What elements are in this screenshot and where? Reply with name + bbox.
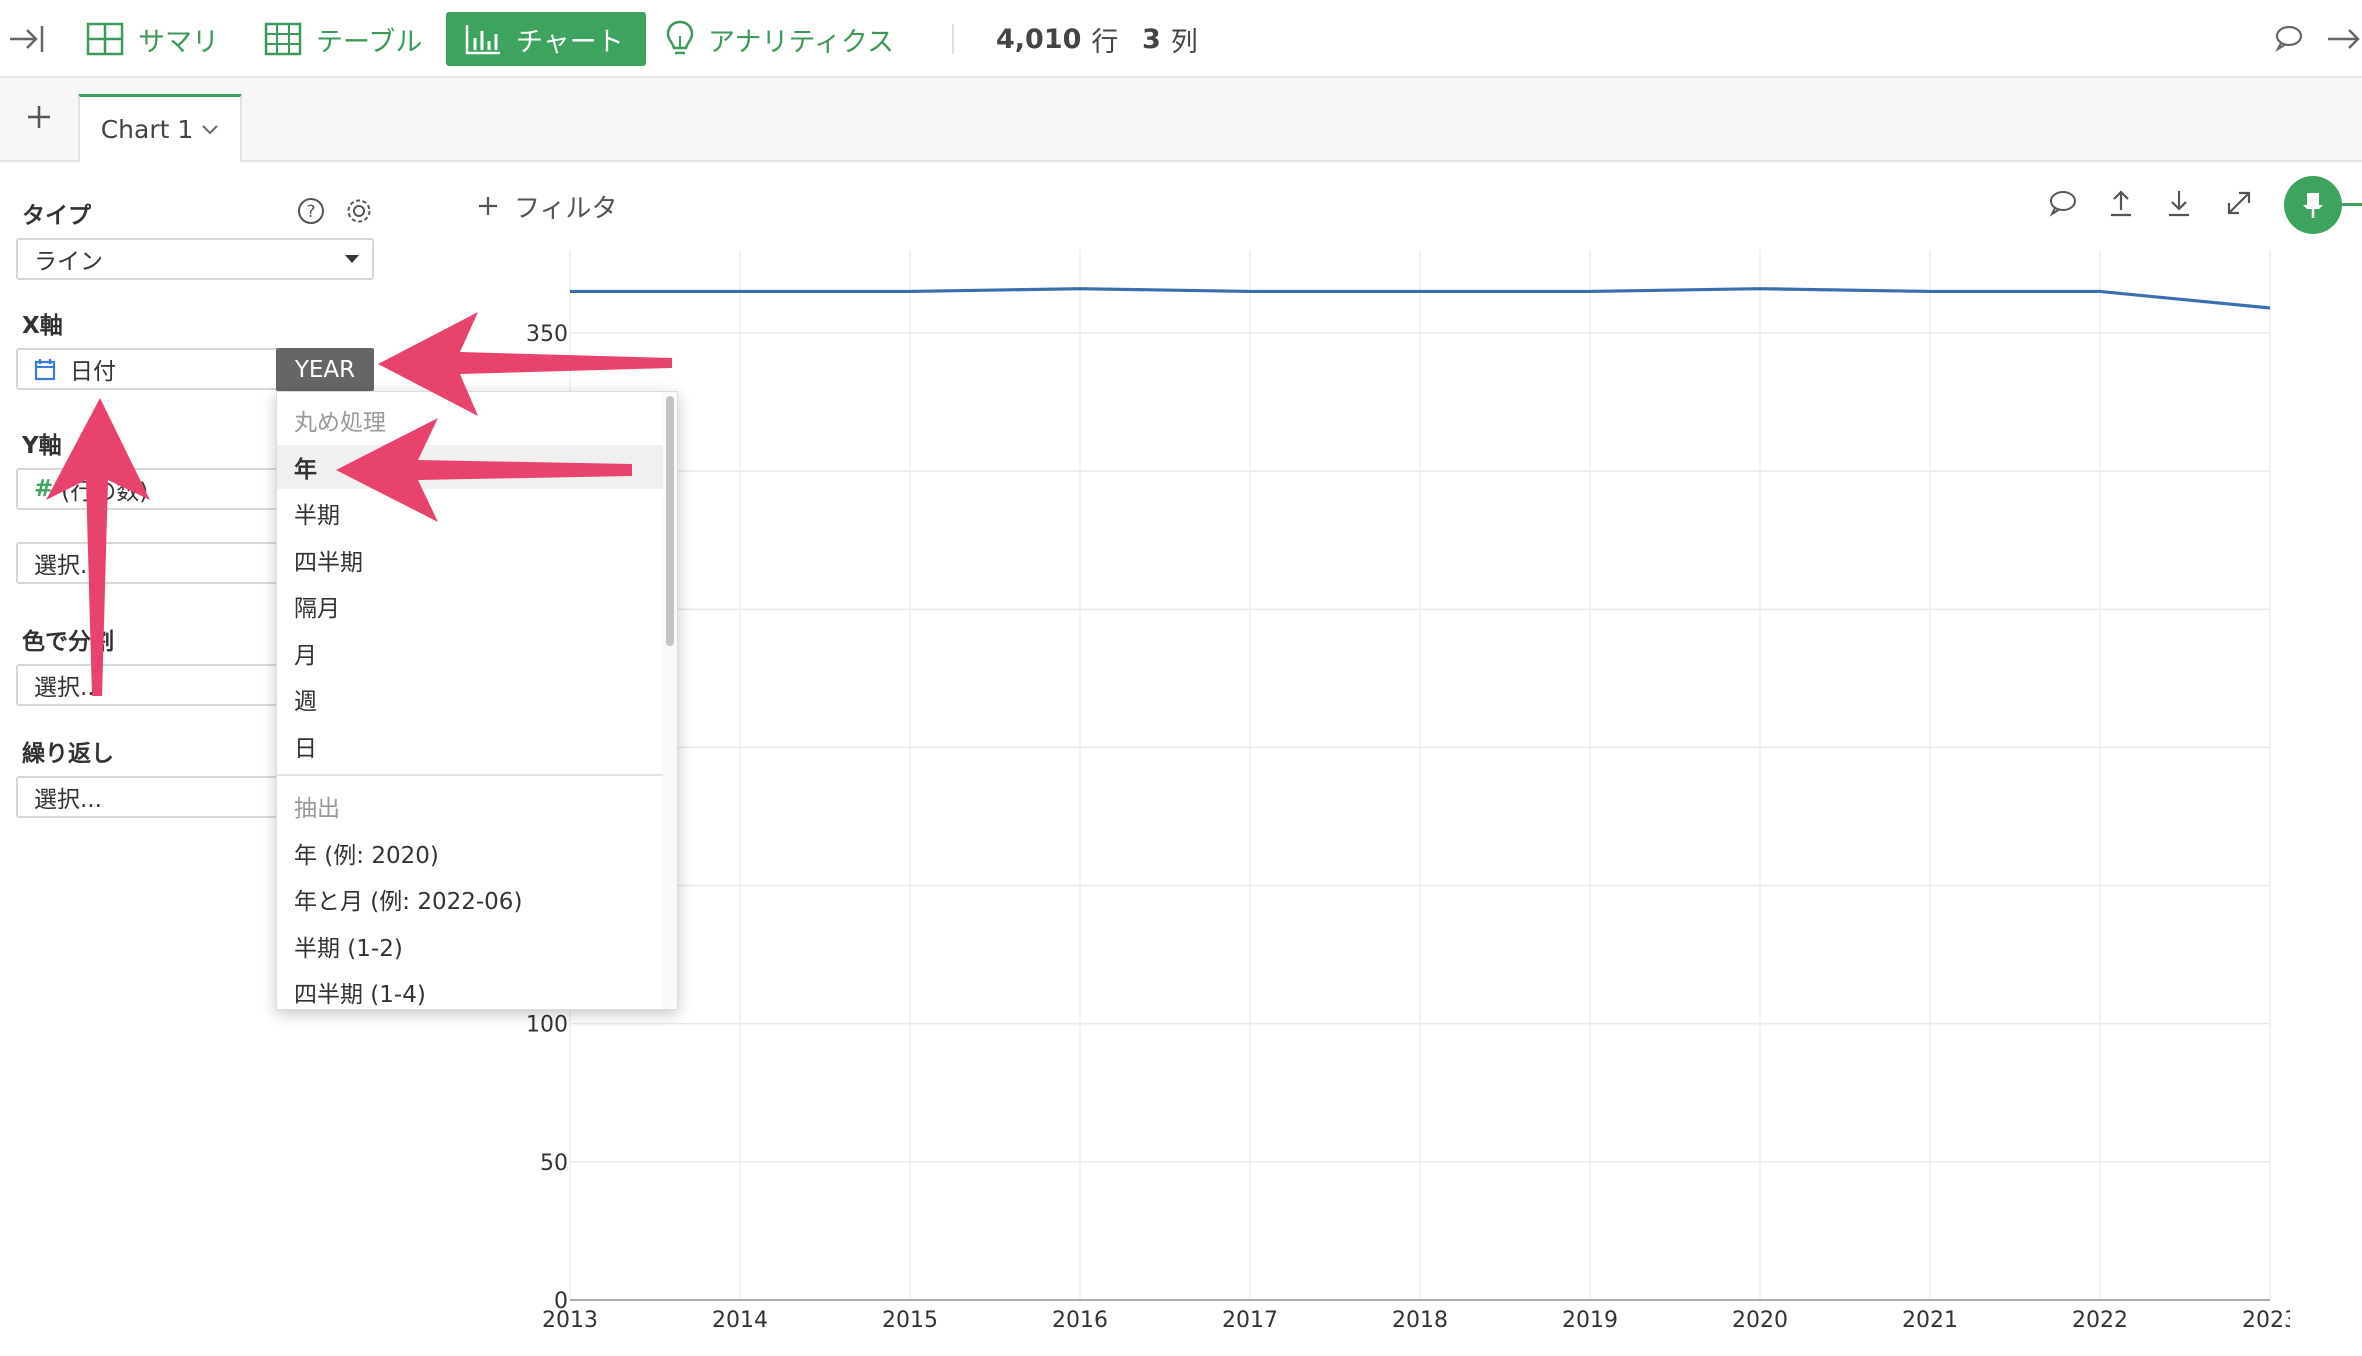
y-tick-label: 50 bbox=[540, 1151, 568, 1176]
tab-table[interactable]: テーブル bbox=[264, 12, 422, 66]
tab-summary[interactable]: サマリ bbox=[86, 12, 219, 66]
x-tick-label: 2017 bbox=[1222, 1308, 1278, 1333]
col-count-unit: 列 bbox=[1170, 26, 1198, 58]
table-icon bbox=[264, 22, 302, 56]
y-axis-label: Y軸 bbox=[22, 433, 62, 459]
dropdown-option-extract[interactable]: 年と月 (例: 2022-06) bbox=[294, 889, 523, 915]
pin-icon bbox=[2300, 190, 2326, 220]
help-icon[interactable]: ? bbox=[296, 196, 326, 226]
upload-icon[interactable] bbox=[2106, 188, 2136, 218]
x-axis-aggregation-button[interactable]: YEAR bbox=[276, 348, 374, 391]
fullscreen-icon[interactable] bbox=[2224, 188, 2254, 218]
y-axis-add-placeholder: 選択... bbox=[34, 553, 102, 579]
repeat-placeholder: 選択... bbox=[34, 787, 102, 813]
color-split-placeholder: 選択... bbox=[34, 675, 102, 701]
tab-analytics[interactable]: アナリティクス bbox=[666, 12, 894, 66]
dropdown-separator bbox=[277, 774, 663, 776]
add-filter-button[interactable]: フィルタ bbox=[476, 188, 617, 224]
dropdown-option-rounding[interactable]: 隔月 bbox=[294, 596, 340, 622]
color-split-select[interactable]: 選択... bbox=[16, 664, 278, 706]
y-axis-value: (行の数) bbox=[61, 479, 149, 505]
toolbar-divider bbox=[952, 24, 954, 54]
summary-grid-icon bbox=[86, 22, 124, 56]
row-count-unit: 行 bbox=[1091, 26, 1119, 58]
col-count-value: 3 bbox=[1142, 23, 1161, 55]
repeat-label: 繰り返し bbox=[22, 741, 114, 767]
dropdown-scrollbar[interactable] bbox=[663, 392, 677, 1009]
download-icon[interactable] bbox=[2164, 188, 2194, 218]
chart-comment-icon[interactable] bbox=[2048, 188, 2078, 218]
bar-chart-icon bbox=[464, 22, 502, 56]
y-axis-field[interactable]: # (行の数) bbox=[16, 468, 278, 510]
x-tick-label: 2022 bbox=[2072, 1308, 2128, 1333]
add-filter-label: フィルタ bbox=[514, 193, 618, 224]
number-hash-icon: # bbox=[34, 476, 54, 502]
x-axis-value: 日付 bbox=[70, 359, 116, 385]
line-chart: 0 50 100 350 2013 2014 2015 2016 2017 2018 2019 202… bbox=[526, 250, 2290, 1333]
x-axis-field[interactable]: 日付 bbox=[16, 348, 278, 390]
expand-right-icon[interactable] bbox=[2326, 22, 2362, 56]
dropdown-option-extract[interactable]: 四半期 (1-4) bbox=[294, 982, 426, 1008]
calendar-icon bbox=[34, 357, 56, 381]
x-tick-label: 2016 bbox=[1052, 1308, 1108, 1333]
y-axis-add-select[interactable]: 選択... bbox=[16, 542, 278, 584]
tab-chart-label: チャート bbox=[516, 26, 624, 58]
dropdown-option-extract[interactable]: 年 (例: 2020) bbox=[294, 842, 439, 869]
dropdown-option-rounding[interactable]: 四半期 bbox=[294, 549, 363, 576]
row-count-value: 4,010 bbox=[996, 23, 1082, 55]
row-count: 4,010 行 bbox=[996, 12, 1118, 66]
collapse-sidebar-icon[interactable] bbox=[8, 22, 46, 56]
x-tick-label: 2015 bbox=[882, 1308, 938, 1333]
chevron-down-icon[interactable] bbox=[201, 124, 219, 136]
repeat-select[interactable]: 選択... bbox=[16, 776, 278, 818]
x-axis-label: X軸 bbox=[22, 313, 63, 339]
dropdown-header-extract: 抽出 bbox=[294, 796, 340, 822]
chart-tab-1[interactable]: Chart 1 bbox=[78, 94, 242, 162]
x-tick-label: 2014 bbox=[712, 1308, 768, 1333]
x-tick-label: 2021 bbox=[1902, 1308, 1958, 1333]
aggregation-dropdown-menu: 丸め処理年半期四半期隔月月週日抽出年 (例: 2020) 年と月 (例: 2022… bbox=[276, 391, 678, 1010]
type-label: タイプ bbox=[22, 203, 91, 229]
comment-icon[interactable] bbox=[2274, 24, 2304, 52]
top-toolbar: サマリ テーブル チャート アナリティクス 4,010 行 3 列 bbox=[0, 0, 2362, 78]
dropdown-option-rounding[interactable]: 日 bbox=[294, 735, 317, 762]
dropdown-header-rounding: 丸め処理 bbox=[294, 410, 386, 436]
plus-icon bbox=[476, 194, 500, 218]
lightbulb-icon bbox=[666, 20, 694, 58]
color-split-label: 色で分割 bbox=[22, 629, 114, 655]
y-tick-label: 350 bbox=[526, 322, 568, 347]
dropdown-option-extract[interactable]: 半期 (1-2) bbox=[294, 935, 403, 962]
x-tick-label: 2020 bbox=[1732, 1308, 1788, 1333]
y-tick-label: 100 bbox=[526, 1013, 568, 1038]
svg-text:?: ? bbox=[306, 202, 315, 222]
x-tick-label: 2013 bbox=[542, 1308, 598, 1333]
dropdown-option-rounding[interactable]: 半期 bbox=[294, 503, 340, 529]
x-tick-label: 2019 bbox=[1562, 1308, 1618, 1333]
dropdown-scrollbar-thumb[interactable] bbox=[666, 396, 674, 646]
add-chart-icon[interactable] bbox=[22, 100, 56, 134]
tab-analytics-label: アナリティクス bbox=[708, 26, 895, 58]
pin-button[interactable] bbox=[2284, 176, 2342, 234]
dropdown-option-rounding[interactable]: 月 bbox=[294, 642, 317, 669]
chart-type-value: ライン bbox=[34, 249, 103, 275]
y-tick-label: 0 bbox=[554, 1289, 568, 1314]
caret-down-icon bbox=[344, 254, 360, 264]
col-count: 3 列 bbox=[1142, 12, 1198, 66]
tab-table-label: テーブル bbox=[316, 26, 423, 58]
dropdown-option-rounding[interactable]: 年 bbox=[277, 444, 663, 489]
x-tick-label: 2018 bbox=[1392, 1308, 1448, 1333]
gear-icon[interactable] bbox=[344, 196, 374, 226]
x-tick-label: 2023 bbox=[2242, 1308, 2290, 1333]
tab-chart[interactable]: チャート bbox=[446, 12, 646, 66]
chart-tab-1-label: Chart 1 bbox=[100, 115, 194, 144]
dropdown-option-rounding[interactable]: 週 bbox=[294, 689, 317, 715]
pin-connector bbox=[2342, 203, 2362, 206]
tab-summary-label: サマリ bbox=[138, 26, 219, 58]
chart-type-select[interactable]: ライン bbox=[16, 238, 374, 280]
chart-tab-row: Chart 1 bbox=[0, 78, 2362, 162]
